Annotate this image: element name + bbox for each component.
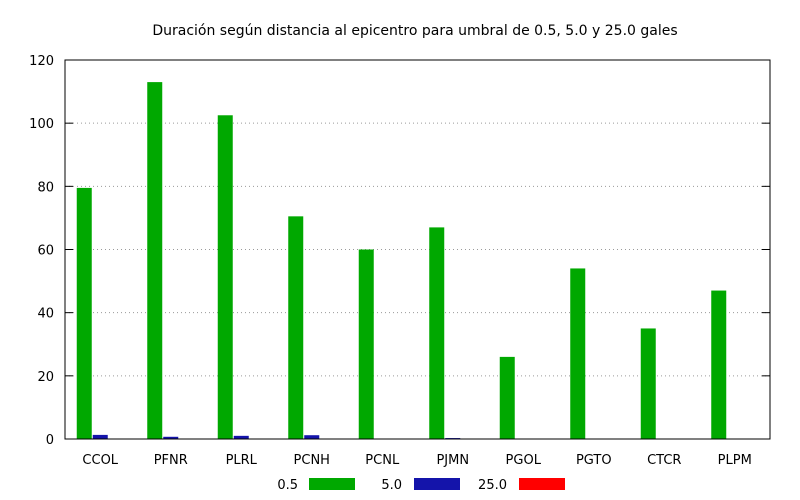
legend-label: 25.0 — [478, 478, 507, 493]
bars — [76, 82, 727, 439]
legend-label: 5.0 — [381, 478, 402, 493]
bar-pcnh-series-1 — [304, 435, 320, 439]
x-tick-label: CCOL — [82, 453, 118, 468]
y-tick-label: 40 — [37, 307, 54, 322]
bar-ctcr-series-0 — [640, 328, 656, 439]
y-tick-label: 120 — [29, 54, 54, 69]
x-tick-label: PGTO — [576, 453, 612, 468]
x-tick-label: PGOL — [506, 453, 542, 468]
bar-pcnh-series-0 — [288, 216, 304, 439]
legend: 0.5 5.0 25.0 — [277, 478, 565, 493]
bar-pgto-series-0 — [570, 268, 586, 439]
bar-pcnl-series-0 — [358, 249, 374, 439]
y-tick-label: 20 — [37, 370, 54, 385]
x-tick-label: CTCR — [647, 453, 681, 468]
x-tick-label: PCNL — [365, 453, 400, 468]
bar-plrl-series-0 — [217, 115, 233, 439]
bar-plpm-series-0 — [711, 290, 727, 439]
legend-swatch — [414, 478, 460, 490]
bar-ccol-series-1 — [92, 434, 108, 439]
chart-title: Duración según distancia al epicentro pa… — [152, 23, 677, 39]
x-tick-label: PLRL — [226, 453, 258, 468]
y-tick-label: 0 — [46, 433, 54, 448]
bar-pjmn-series-0 — [429, 227, 445, 439]
x-tick-label: PCNH — [294, 453, 330, 468]
axis-ticks: 0 20 40 60 80 100 120 CCOL PFNR PLRL PCNH PCNL PJMN P… — [29, 54, 770, 468]
legend-label: 0.5 — [277, 478, 298, 493]
bar-plrl-series-1 — [233, 435, 249, 439]
x-tick-label: PJMN — [436, 453, 469, 468]
bar-pfnr-series-1 — [163, 436, 179, 439]
bar-pgol-series-0 — [499, 356, 515, 439]
x-tick-label: PFNR — [154, 453, 188, 468]
y-tick-label: 100 — [29, 117, 54, 132]
bar-ccol-series-0 — [76, 187, 92, 439]
legend-swatch — [519, 478, 565, 490]
legend-swatch — [309, 478, 355, 490]
y-tick-label: 80 — [37, 180, 54, 195]
gridlines — [65, 122, 770, 377]
x-tick-label: PLPM — [718, 453, 752, 468]
y-tick-label: 60 — [37, 244, 54, 259]
bar-pfnr-series-0 — [147, 82, 163, 439]
